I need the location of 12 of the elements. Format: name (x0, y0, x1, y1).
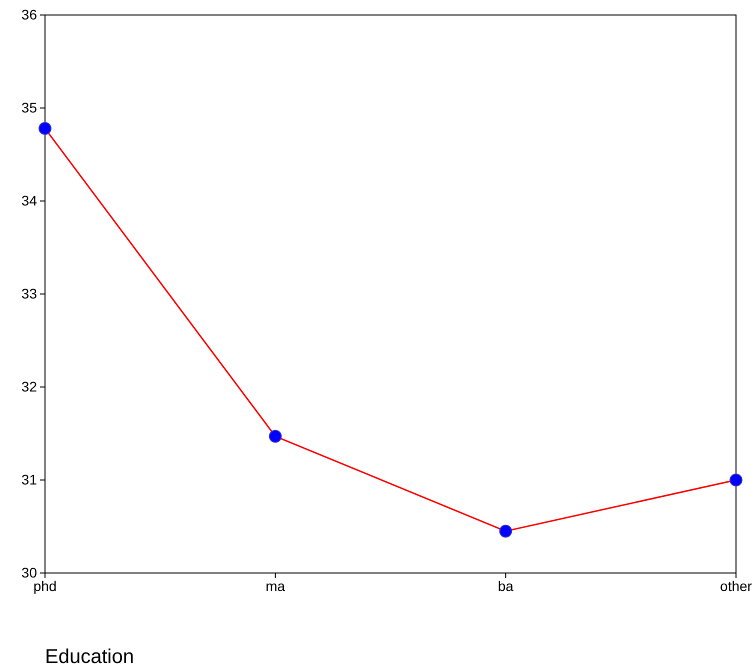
y-tick-label: 36 (21, 6, 38, 22)
y-tick-label: 34 (21, 192, 38, 208)
x-tick-label: other (720, 578, 752, 594)
y-tick-label: 30 (21, 564, 38, 580)
x-tick-label: ba (498, 578, 514, 594)
y-tick-label: 31 (21, 471, 38, 488)
y-tick-label: 32 (21, 378, 38, 394)
y-tick-label: 35 (21, 99, 38, 116)
x-tick-label: phd (33, 578, 57, 594)
y-tick-label: 33 (21, 285, 38, 302)
x-tick-label: ma (266, 578, 286, 594)
x-axis-title: Education (45, 646, 134, 668)
